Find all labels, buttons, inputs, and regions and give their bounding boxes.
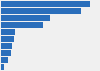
Bar bbox=[1, 57, 8, 63]
Bar bbox=[1, 43, 12, 49]
Bar bbox=[1, 29, 15, 35]
Bar bbox=[1, 64, 4, 70]
Bar bbox=[1, 1, 90, 7]
Bar bbox=[1, 15, 50, 21]
Bar bbox=[1, 8, 81, 14]
Bar bbox=[1, 36, 14, 42]
Bar bbox=[1, 22, 43, 28]
Bar bbox=[1, 50, 11, 56]
